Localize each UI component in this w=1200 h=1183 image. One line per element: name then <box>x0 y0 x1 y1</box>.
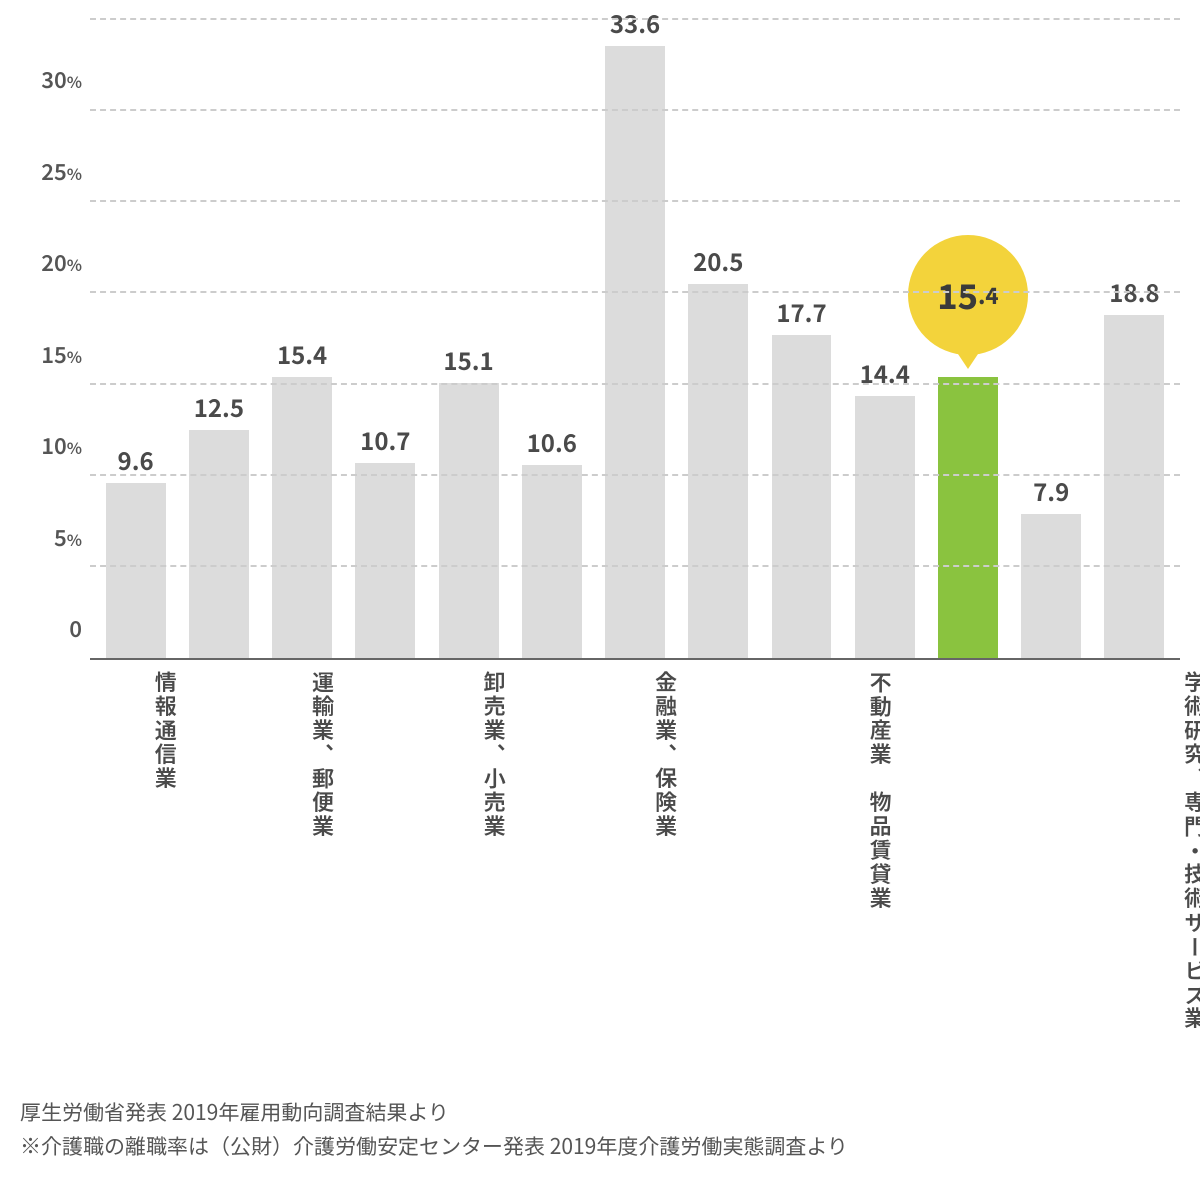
plot: 9.612.515.410.715.110.633.620.517.714.41… <box>90 20 1180 660</box>
bar-value-label: 9.6 <box>118 442 154 477</box>
grid-line <box>90 291 1180 293</box>
bar <box>1021 514 1081 658</box>
x-label-text: 情報通信業 <box>151 670 180 1078</box>
bar-wrap: 15.1 <box>427 20 510 658</box>
bar <box>355 463 415 658</box>
bar <box>189 430 249 658</box>
bar-value-label: 20.5 <box>693 243 743 278</box>
y-tick: 35% <box>41 0 82 4</box>
bar-wrap: 9.6 <box>94 20 177 658</box>
chart-plot-area: 05%10%15%20%25%30%35% 9.612.515.410.715.… <box>20 20 1180 660</box>
bar-value-label: 33.6 <box>610 5 660 40</box>
y-tick: 5% <box>54 521 82 553</box>
y-axis: 05%10%15%20%25%30%35% <box>20 20 90 660</box>
grid-line <box>90 565 1180 567</box>
y-tick: 30% <box>41 63 82 95</box>
bar-wrap: 10.7 <box>344 20 427 658</box>
bar-wrap: 12.5 <box>177 20 260 658</box>
x-label-text: 学術研究、専門・技術サービス業 <box>1181 670 1200 1078</box>
grid-line <box>90 18 1180 20</box>
bar-value-label: 10.6 <box>527 424 577 459</box>
bar-wrap: 18.8 <box>1093 20 1176 658</box>
bar-value-label: 15.4 <box>277 336 327 371</box>
bar-value-label: 7.9 <box>1033 473 1069 508</box>
bar-wrap: 15.4 <box>260 20 343 658</box>
grid-line <box>90 109 1180 111</box>
x-label: 卸売業、小売業 <box>409 670 581 1078</box>
footnote-1: 厚生労働省発表 2019年雇用動向調査結果より <box>20 1096 1180 1130</box>
grid-line <box>90 200 1180 202</box>
bar-wrap: 14.4 <box>843 20 926 658</box>
bar-highlight <box>938 377 998 658</box>
footnotes: 厚生労働省発表 2019年雇用動向調査結果より ※介護職の離職率は（公財）介護労… <box>20 1096 1180 1163</box>
x-label-text: 卸売業、小売業 <box>480 670 509 1078</box>
bar-value-label: 12.5 <box>194 389 244 424</box>
footnote-2: ※介護職の離職率は（公財）介護労働安定センター発表 2019年度介護労働実態調査… <box>20 1130 1180 1164</box>
y-tick: 20% <box>41 246 82 278</box>
x-label: 情報通信業 <box>94 670 237 1078</box>
x-label-text: 不動産業 物品賃貸業 <box>866 670 895 1078</box>
bar <box>1104 315 1164 658</box>
bars-group: 9.612.515.410.715.110.633.620.517.714.41… <box>90 20 1180 658</box>
x-label-text: 金融業、保険業 <box>652 670 681 1078</box>
bar-value-label: 15.1 <box>443 342 493 377</box>
bar-wrap: 10.6 <box>510 20 593 658</box>
bubble-value-dec: .4 <box>978 284 999 306</box>
x-label: 金融業、保険業 <box>580 670 752 1078</box>
bar-wrap: 7.9 <box>1010 20 1093 658</box>
bar-wrap: 33.6 <box>593 20 676 658</box>
y-tick: 0 <box>69 612 82 644</box>
bar <box>688 284 748 658</box>
bar <box>272 377 332 658</box>
x-label: 運輸業、郵便業 <box>237 670 409 1078</box>
bubble-value-int: 15 <box>937 278 978 312</box>
x-label: 不動産業 物品賃貸業 <box>752 670 1009 1078</box>
grid-line <box>90 383 1180 385</box>
bar-value-label: 10.7 <box>360 422 410 457</box>
bar-value-label: 17.7 <box>776 294 826 329</box>
bar-wrap: 17.7 <box>760 20 843 658</box>
bar-wrap: 20.5 <box>677 20 760 658</box>
bar <box>439 383 499 658</box>
bar <box>855 396 915 658</box>
bar-chart: 05%10%15%20%25%30%35% 9.612.515.410.715.… <box>20 20 1180 1163</box>
grid-line <box>90 474 1180 476</box>
y-tick: 15% <box>41 338 82 370</box>
x-label: 学術研究、専門・技術サービス業 <box>1009 670 1200 1078</box>
y-tick: 25% <box>41 155 82 187</box>
x-label-text: 運輸業、郵便業 <box>308 670 337 1078</box>
y-tick: 10% <box>41 429 82 461</box>
bar <box>522 465 582 658</box>
bar-wrap: 15.4 <box>926 20 1009 658</box>
bar <box>106 483 166 658</box>
x-axis-labels: 情報通信業運輸業、郵便業卸売業、小売業金融業、保険業不動産業 物品賃貸業学術研究… <box>90 660 1180 1078</box>
